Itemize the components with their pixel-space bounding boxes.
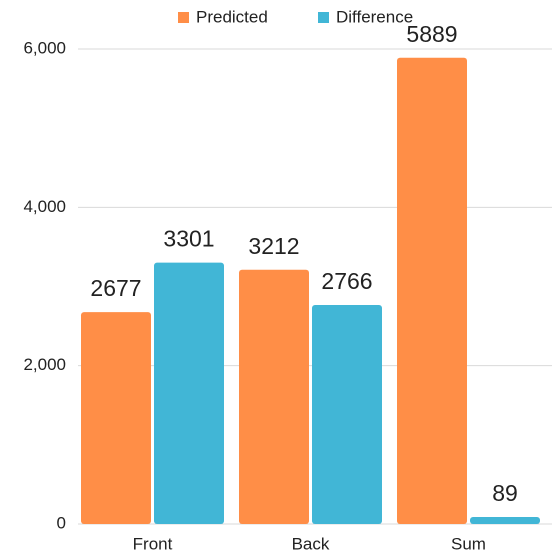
bar [81, 312, 151, 524]
legend-label: Difference [336, 7, 413, 26]
data-label: 2766 [321, 268, 372, 294]
data-label: 5889 [406, 21, 457, 47]
legend-swatch [318, 12, 329, 23]
y-tick-label: 0 [57, 513, 66, 532]
legend-label: Predicted [196, 7, 268, 26]
y-tick-label: 2,000 [23, 355, 66, 374]
bar [154, 262, 224, 524]
legend-swatch [178, 12, 189, 23]
data-label: 3212 [248, 233, 299, 259]
y-tick-label: 4,000 [23, 197, 66, 216]
data-label: 2677 [90, 275, 141, 301]
x-tick-label: Back [292, 534, 330, 553]
data-label: 89 [492, 480, 518, 506]
x-tick-label: Sum [451, 534, 486, 553]
bar [312, 305, 382, 524]
y-tick-label: 6,000 [23, 38, 66, 57]
bar [239, 269, 309, 524]
x-tick-label: Front [133, 534, 173, 553]
bar [470, 516, 540, 524]
data-label: 3301 [163, 226, 214, 252]
bar [397, 57, 467, 524]
